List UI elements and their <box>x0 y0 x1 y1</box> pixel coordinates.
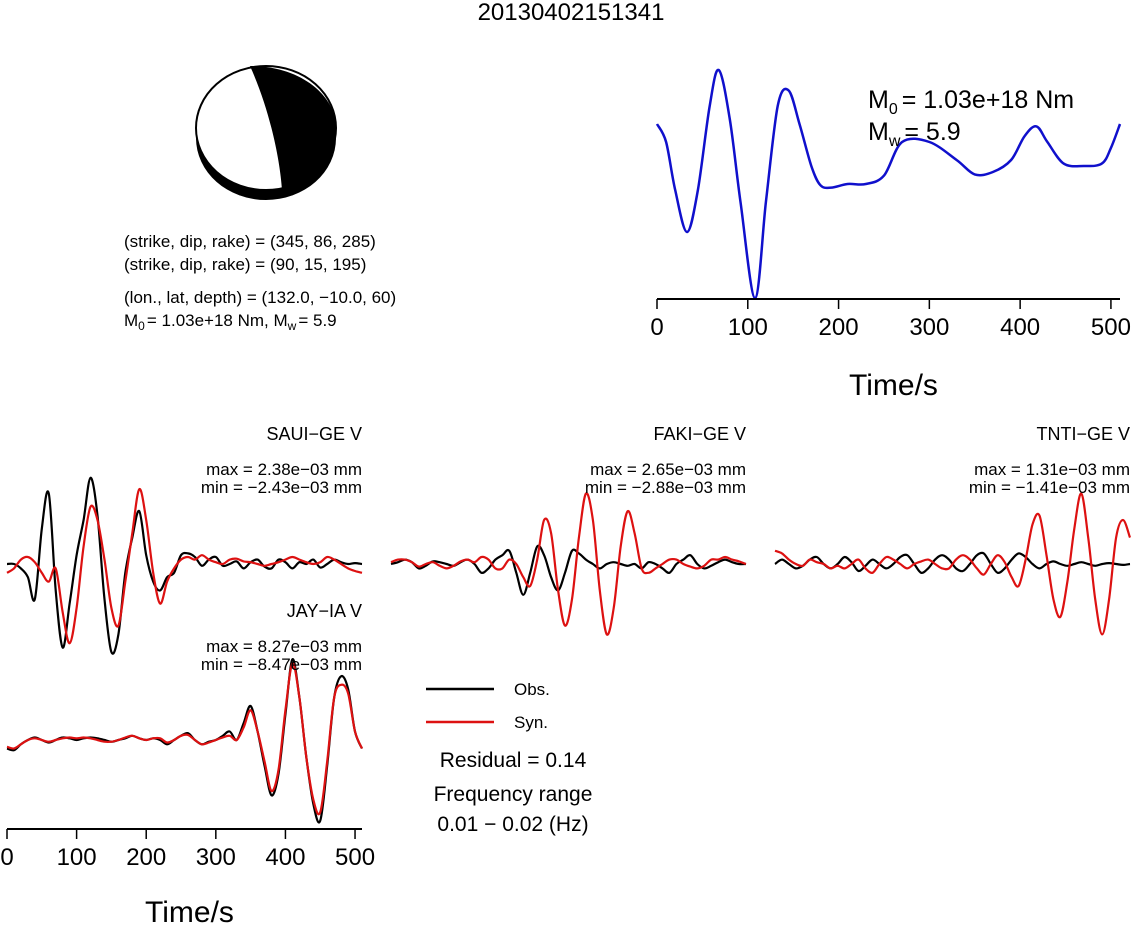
jay-max-label: max = 8.27e−03 mm <box>206 637 362 656</box>
saui-max-label: max = 2.38e−03 mm <box>206 460 362 479</box>
stf-tick-label-200: 200 <box>819 314 859 341</box>
m0-subscript: 0 <box>138 319 145 333</box>
jay-observed-trace <box>6 658 364 824</box>
focal-mechanism-beachball <box>195 65 337 200</box>
jay-tick-label-400: 400 <box>265 844 305 871</box>
frequency-label: Frequency range <box>434 783 593 806</box>
stf-m0-subscript: 0 <box>889 101 898 118</box>
stf-x-axis-label: Time/s <box>849 369 938 402</box>
mechanism-text: (strike, dip, rake) = (345, 86, 285) (st… <box>124 232 396 333</box>
stf-mw-value: = 5.9 <box>904 118 960 146</box>
saui-synthetic-trace <box>6 488 363 645</box>
stf-tick-label-400: 400 <box>1000 314 1040 341</box>
moment-text: M0 = 1.03e+18 Nm, Mw = 5.9 <box>124 311 337 333</box>
saui-min-label: min = −2.43e−03 mm <box>201 478 362 497</box>
stf-tick-label-100: 100 <box>728 314 768 341</box>
jay-synthetic-trace <box>6 662 364 816</box>
plane1-text: (strike, dip, rake) = (345, 86, 285) <box>124 232 376 251</box>
stf-m0-value: = 1.03e+18 Nm <box>902 86 1074 114</box>
legend: Obs. Syn. Residual = 0.14 Frequency rang… <box>426 680 592 836</box>
frequency-value: 0.01 − 0.02 (Hz) <box>437 813 588 836</box>
jay-tick-label-500: 500 <box>335 844 375 871</box>
stf-tick-label-300: 300 <box>909 314 949 341</box>
m0-value: = 1.03e+18 Nm, M <box>147 311 288 330</box>
residual-text: Residual = 0.14 <box>440 749 587 772</box>
stf-m0-label: M0 = 1.03e+18 Nm <box>868 86 1074 118</box>
faki-station-label: FAKI−GE V <box>653 424 746 444</box>
tnti-max-label: max = 1.31e−03 mm <box>974 460 1130 479</box>
stf-curve <box>655 68 1122 300</box>
saui-observed-trace <box>6 476 363 655</box>
tnti-station-label: TNTI−GE V <box>1036 424 1130 444</box>
tnti-synthetic-trace <box>774 492 1132 636</box>
jay-x-axis-label: Time/s <box>145 896 234 928</box>
stf-mw-subscript: w <box>888 133 901 150</box>
tnti-min-label: min = −1.41e−03 mm <box>969 478 1130 497</box>
stf-mw-label: Mw = 5.9 <box>868 118 961 150</box>
mw-subscript: w <box>287 319 297 333</box>
stf-tick-label-500: 500 <box>1091 314 1131 341</box>
stf-tick-label-0: 0 <box>650 314 663 341</box>
jay-tick-label-200: 200 <box>126 844 166 871</box>
plane2-text: (strike, dip, rake) = (90, 15, 195) <box>124 255 366 274</box>
jay-tick-label-0: 0 <box>0 844 13 871</box>
location-text: (lon., lat, depth) = (132.0, −10.0, 60) <box>124 288 396 307</box>
source-time-function-plot: 0 100 200 300 400 500 Time/s <box>650 68 1131 402</box>
mw-value: = 5.9 <box>298 311 336 330</box>
faki-max-label: max = 2.65e−03 mm <box>590 460 746 479</box>
figure-title: 20130402151341 <box>478 0 665 26</box>
faki-min-label: min = −2.88e−03 mm <box>585 478 746 497</box>
saui-station-label: SAUI−GE V <box>266 424 362 444</box>
legend-syn-label: Syn. <box>514 713 548 732</box>
legend-obs-label: Obs. <box>514 680 550 699</box>
jay-station-label: JAY−IA V <box>287 601 362 621</box>
jay-tick-label-300: 300 <box>196 844 236 871</box>
faki-synthetic-trace <box>390 492 747 636</box>
faki-observed-trace <box>390 544 747 596</box>
jay-tick-label-100: 100 <box>57 844 97 871</box>
jay-min-label: min = −8.47e−03 mm <box>201 655 362 674</box>
